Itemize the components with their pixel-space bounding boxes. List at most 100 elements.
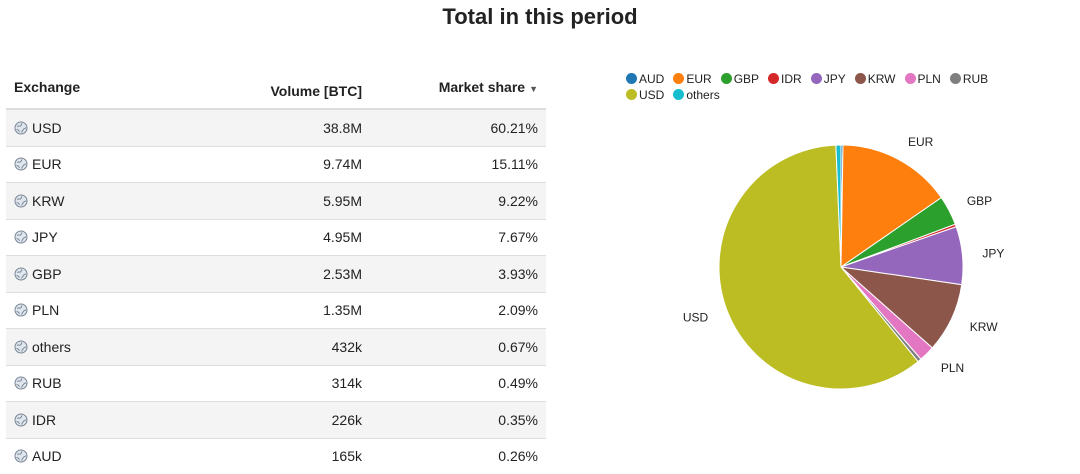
table-row[interactable]: others 432k 0.67%: [6, 328, 546, 365]
pie-slice-eur[interactable]: [840, 144, 943, 268]
exchange-cell: JPY: [6, 218, 222, 256]
legend-swatch: [626, 73, 637, 84]
legend-item-rub[interactable]: RUB: [949, 72, 989, 86]
globe-icon: [14, 194, 28, 208]
market-share-cell: 9.22%: [370, 182, 546, 219]
globe-icon: [14, 121, 28, 135]
market-share-cell: 0.26%: [370, 437, 546, 474]
sort-descending-icon: ▼: [529, 84, 538, 94]
exchange-name: others: [32, 338, 71, 355]
exchange-cell: EUR: [6, 145, 222, 183]
table-body: USD 38.8M 60.21% EUR 9.74M 15.11% KRW 5.95M 9.22…: [6, 108, 546, 474]
pie-slice-others[interactable]: [835, 144, 842, 268]
market-share-cell: 60.21%: [370, 108, 546, 146]
legend-item-krw[interactable]: KRW: [854, 72, 896, 86]
legend-swatch: [673, 73, 685, 84]
legend-swatch: [949, 73, 961, 84]
legend-swatch: [768, 73, 780, 84]
volume-cell: 9.74M: [222, 145, 370, 183]
legend-label: JPY: [823, 72, 846, 86]
legend-row: USD others: [626, 88, 1080, 104]
volume-cell: 4.95M: [222, 218, 370, 256]
legend-item-aud[interactable]: AUD: [626, 72, 664, 86]
legend-swatch: [810, 73, 822, 84]
pie-label-pln: PLN: [941, 361, 964, 375]
legend-item-others[interactable]: others: [673, 88, 720, 102]
table-row[interactable]: AUD 165k 0.26%: [6, 437, 546, 474]
table-row[interactable]: USD 38.8M 60.21%: [6, 108, 546, 146]
pie-label-jpy: JPY: [982, 247, 1004, 261]
volume-cell: 5.95M: [222, 182, 370, 219]
globe-icon: [14, 230, 28, 244]
legend-item-idr[interactable]: IDR: [768, 72, 802, 86]
table-row[interactable]: KRW 5.95M 9.22%: [6, 182, 546, 219]
exchange-name: USD: [32, 119, 62, 136]
legend-swatch: [904, 73, 916, 84]
globe-icon: [14, 303, 28, 317]
exchange-name: RUB: [32, 375, 62, 392]
header-volume[interactable]: Volume [BTC]: [222, 66, 370, 110]
legend-label: RUB: [962, 72, 989, 86]
page-title: Total in this period: [442, 4, 638, 29]
legend-swatch: [673, 89, 685, 100]
header-exchange[interactable]: Exchange: [6, 66, 222, 110]
legend-label: PLN: [917, 72, 941, 86]
exchange-cell: KRW: [6, 182, 222, 219]
legend-label: KRW: [867, 72, 896, 86]
table-row[interactable]: IDR 226k 0.35%: [6, 401, 546, 438]
table-row[interactable]: JPY 4.95M 7.67%: [6, 218, 546, 256]
market-share-table-container: Exchange Volume [BTC] Market share ▼ USD 3…: [6, 66, 546, 474]
table-row[interactable]: PLN 1.35M 2.09%: [6, 291, 546, 329]
exchange-cell: AUD: [6, 437, 222, 474]
legend-label: EUR: [686, 72, 712, 86]
exchange-cell: GBP: [6, 255, 222, 292]
exchange-name: AUD: [32, 448, 62, 465]
volume-cell: 226k: [222, 401, 370, 438]
legend-label: others: [686, 88, 720, 102]
legend-label: AUD: [639, 72, 665, 86]
exchange-name: PLN: [32, 302, 60, 319]
table-row[interactable]: GBP 2.53M 3.93%: [6, 255, 546, 292]
exchange-cell: others: [6, 328, 222, 365]
legend-item-pln[interactable]: PLN: [904, 72, 941, 86]
table-header-row: Exchange Volume [BTC] Market share ▼: [6, 66, 546, 110]
legend-item-gbp[interactable]: GBP: [720, 72, 760, 86]
header-market-share-label: Market share: [438, 79, 526, 95]
pie-label-usd: USD: [683, 310, 709, 324]
pie-label-krw: KRW: [970, 320, 998, 334]
chart-legend: AUD EUR GBP IDR JPY KRW PLN RUB USD others: [626, 72, 1080, 104]
table-row[interactable]: EUR 9.74M 15.11%: [6, 145, 546, 183]
pie-label-eur: EUR: [908, 135, 934, 149]
market-share-cell: 0.49%: [370, 364, 546, 402]
exchange-name: KRW: [32, 192, 65, 209]
exchange-name: IDR: [32, 411, 57, 428]
volume-cell: 38.8M: [222, 108, 370, 146]
header-market-share[interactable]: Market share ▼: [370, 66, 546, 110]
exchange-name: EUR: [32, 156, 62, 173]
volume-cell: 314k: [222, 364, 370, 402]
market-share-cell: 2.09%: [370, 291, 546, 329]
globe-icon: [14, 157, 28, 171]
legend-item-eur[interactable]: EUR: [673, 72, 712, 86]
legend-item-jpy[interactable]: JPY: [810, 72, 846, 86]
legend-label: GBP: [733, 72, 760, 86]
market-share-cell: 15.11%: [370, 145, 546, 183]
pie-slice-usd[interactable]: [718, 144, 919, 390]
legend-swatch: [854, 73, 866, 84]
market-share-cell: 0.35%: [370, 401, 546, 438]
exchange-cell: USD: [6, 108, 222, 146]
exchange-name: GBP: [32, 265, 62, 282]
market-share-table: Exchange Volume [BTC] Market share ▼ USD 3…: [6, 66, 546, 474]
volume-cell: 165k: [222, 437, 370, 474]
market-share-cell: 0.67%: [370, 328, 546, 365]
pie-label-gbp: GBP: [967, 194, 992, 208]
market-share-cell: 7.67%: [370, 218, 546, 256]
table-row[interactable]: RUB 314k 0.49%: [6, 364, 546, 402]
legend-item-usd[interactable]: USD: [626, 88, 664, 102]
volume-cell: 2.53M: [222, 255, 370, 292]
globe-icon: [14, 449, 28, 463]
exchange-cell: IDR: [6, 401, 222, 438]
legend-swatch: [720, 73, 732, 84]
exchange-cell: PLN: [6, 291, 222, 329]
legend-swatch: [626, 89, 637, 100]
